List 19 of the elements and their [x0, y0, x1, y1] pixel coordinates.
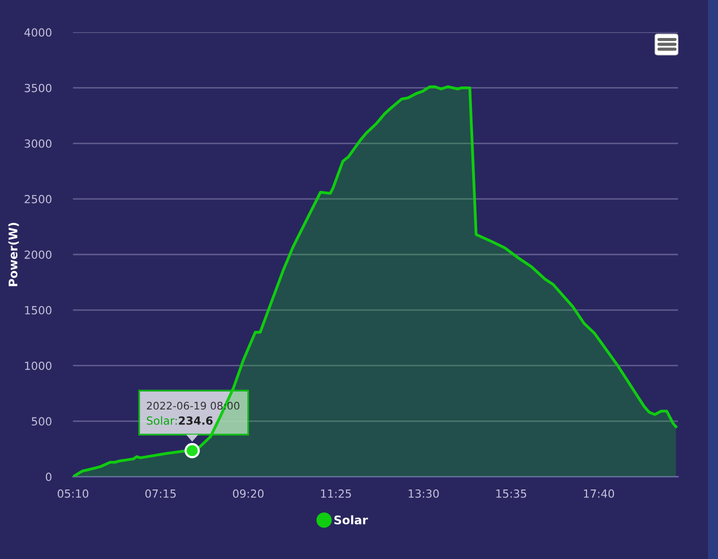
y-tick-label: 0 [46, 472, 52, 482]
y-axis-title: Power(W) [8, 222, 19, 286]
y-tick-label: 2000 [24, 250, 52, 259]
x-tick-label: 09:20 [232, 489, 264, 498]
y-tick-label: 3000 [24, 139, 52, 148]
x-tick-label: 17:40 [584, 489, 614, 498]
y-tick-label: 2500 [24, 194, 52, 204]
annotation: Solar:234.6 [146, 416, 213, 425]
y-tick-label: 500 [32, 417, 52, 426]
legend-label: Solar [334, 515, 368, 524]
y-tick-label: 1000 [25, 362, 52, 370]
y-tick-label: 3500 [24, 84, 52, 92]
x-tick-label: 13:30 [408, 489, 439, 498]
y-tick-label: 4000 [24, 28, 52, 37]
x-tick-label: 05:10 [58, 489, 88, 498]
x-tick-label: 11:25 [321, 489, 351, 498]
x-tick-label: 07:15 [145, 489, 176, 498]
y-tick-label: 1500 [25, 306, 52, 314]
x-tick-label: 15:35 [496, 489, 526, 498]
